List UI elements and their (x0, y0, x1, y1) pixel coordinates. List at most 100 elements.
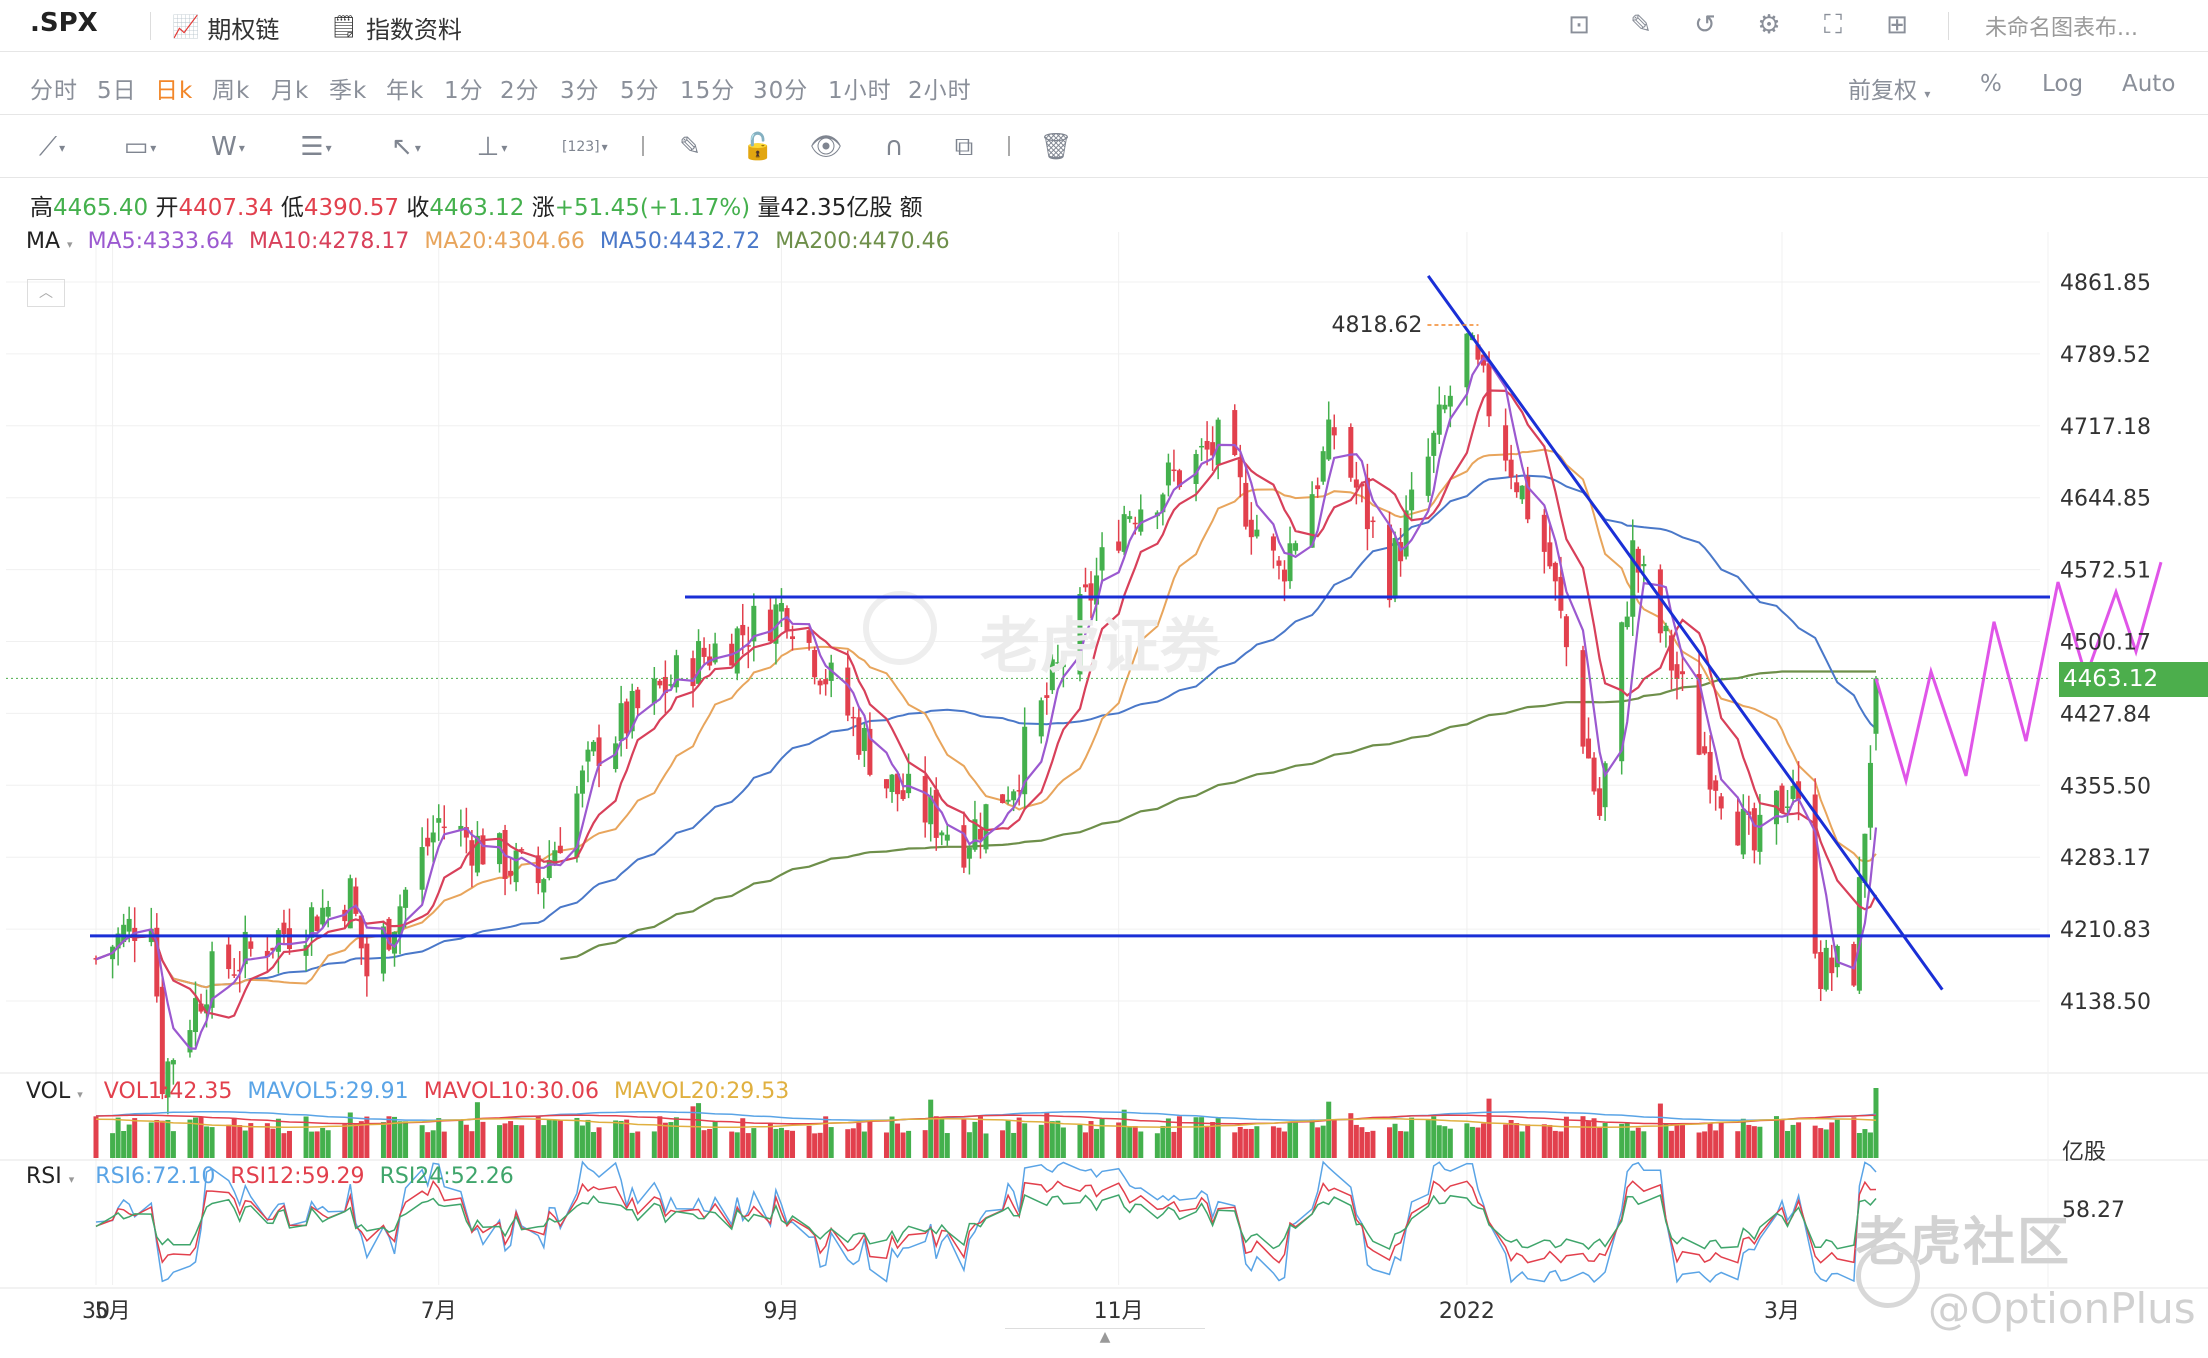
ma20-value: MA20:4304.66 (424, 229, 585, 254)
volume-bar (1563, 1116, 1569, 1158)
chevron-down-icon: ▾ (68, 1173, 75, 1186)
chart-icon[interactable]: ⊡ (1568, 10, 1590, 40)
volume-bar (546, 1119, 552, 1158)
volume-bar (325, 1130, 331, 1158)
price-tick-label: 4500.17 (2060, 631, 2151, 656)
candle-body (1309, 494, 1315, 548)
volume-bar (1392, 1123, 1398, 1158)
candle-body (1387, 524, 1393, 601)
volume-bar (972, 1121, 978, 1158)
panel-resize-handle[interactable]: ▲ (1005, 1328, 1205, 1349)
volume-bar (364, 1116, 370, 1158)
layout-grid-icon[interactable]: ⊞ (1886, 10, 1908, 40)
volume-bar (347, 1112, 353, 1158)
adjust-dropdown[interactable]: 前复权 ▾ (1848, 71, 1930, 105)
candle-body (1199, 445, 1205, 448)
candle-body (242, 931, 248, 965)
brush-icon[interactable]: ✎ (679, 132, 701, 162)
period-tab[interactable]: 1分 (444, 78, 484, 104)
candle-body (1663, 625, 1669, 632)
candle-body (922, 776, 928, 823)
volume-bar (591, 1132, 597, 1158)
edit-icon[interactable]: ✎ (1630, 10, 1652, 40)
candle-body (966, 847, 972, 859)
volume-bar (784, 1130, 790, 1158)
lock-icon[interactable]: 🔓 (741, 132, 775, 162)
period-tab[interactable]: 15分 (680, 78, 736, 104)
volume-bar (358, 1121, 364, 1158)
vol-indicator-dropdown[interactable]: VOL ▾ (26, 1079, 83, 1104)
candle-body (1696, 674, 1702, 755)
candle-body (1127, 516, 1133, 520)
period-tab[interactable]: 2小时 (908, 78, 972, 104)
period-tab[interactable]: 月k (271, 78, 310, 104)
period-tab[interactable]: 周k (212, 78, 251, 104)
measure-tool-icon[interactable]: ⊥ ▾ (476, 132, 508, 162)
magnet-icon[interactable]: ∩ (884, 132, 904, 162)
fullscreen-icon[interactable]: ⛶ (1823, 10, 1843, 40)
period-tab[interactable]: 3分 (560, 78, 600, 104)
volume-bar (856, 1122, 862, 1158)
time-tick-label: 9月 (763, 1299, 799, 1324)
wave-tool-icon[interactable]: W ▾ (211, 132, 245, 162)
period-tab[interactable]: 2分 (500, 78, 540, 104)
volume-bar (320, 1128, 326, 1158)
settings-icon[interactable]: ⚙ (1757, 10, 1781, 40)
price-tick-label: 4644.85 (2060, 487, 2151, 512)
log-toggle[interactable]: Log (2042, 71, 2084, 97)
volume-bar (1121, 1109, 1127, 1158)
candle-body (1525, 476, 1531, 520)
candle-body (928, 795, 934, 825)
line-tool-icon[interactable]: ⟋ ▾ (38, 132, 66, 162)
period-tab[interactable]: 5分 (620, 78, 660, 104)
candle-body (1022, 726, 1028, 795)
rsi-indicator-dropdown[interactable]: RSI ▾ (26, 1164, 74, 1189)
period-tab[interactable]: 分时 (30, 78, 78, 104)
volume-bar (552, 1119, 558, 1158)
period-tab-active[interactable]: 日k (155, 78, 194, 104)
clone-icon[interactable]: ⧉ (954, 132, 974, 162)
collapse-legend-button[interactable]: ︿ (27, 279, 65, 307)
candle-body (1597, 788, 1603, 816)
ma-indicator-dropdown[interactable]: MA ▾ (26, 229, 73, 254)
period-tab[interactable]: 5日 (97, 78, 137, 104)
mavol20-value: MAVOL20:29.53 (613, 1079, 790, 1104)
candle-body (1480, 354, 1486, 366)
candle-body (231, 974, 237, 976)
volume-bar (1232, 1132, 1238, 1158)
volume-bar (148, 1122, 154, 1158)
refresh-icon[interactable]: ↺ (1694, 10, 1716, 40)
trash-icon[interactable]: 🗑 (1039, 132, 1073, 162)
price-tick-label: 4572.51 (2060, 559, 2151, 584)
volume-bar (159, 1120, 165, 1158)
candle-body (204, 1004, 210, 1014)
number-tool-icon[interactable]: [123] ▾ (562, 139, 608, 155)
options-chain-button[interactable]: 📈 期权链 (172, 10, 279, 45)
period-tab[interactable]: 年k (386, 78, 425, 104)
auto-toggle[interactable]: Auto (2122, 71, 2176, 97)
candle-body (1829, 957, 1835, 974)
candle-body (1873, 678, 1879, 734)
candle-body (618, 703, 624, 742)
layout-name-dropdown[interactable]: 未命名图表布... (1985, 16, 2138, 41)
candle-body (817, 680, 823, 686)
period-tab[interactable]: 季k (329, 78, 368, 104)
eye-icon[interactable]: 👁 (809, 132, 843, 162)
volume-bar (1176, 1116, 1182, 1158)
symbol-title[interactable]: .SPX (30, 8, 98, 38)
fib-tool-icon[interactable]: ☰ ▾ (300, 132, 332, 162)
index-info-button[interactable]: 🗒 指数资料 (330, 10, 462, 45)
candle-body (264, 950, 270, 957)
volume-bar (1044, 1112, 1050, 1158)
candle-body (1514, 482, 1520, 493)
candle-body (933, 789, 939, 838)
period-tab[interactable]: 30分 (753, 78, 809, 104)
volume-bar (850, 1128, 856, 1158)
period-tab[interactable]: 1小时 (828, 78, 892, 104)
rect-tool-icon[interactable]: ▭ ▾ (123, 132, 157, 162)
percent-toggle[interactable]: % (1980, 71, 2002, 97)
candle-body (1132, 522, 1138, 525)
arrow-tool-icon[interactable]: ↖ ▾ (391, 132, 421, 162)
